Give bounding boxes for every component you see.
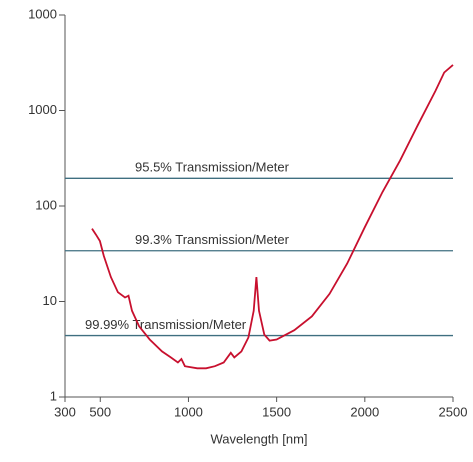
x-tick-label: 2000 [350,404,379,419]
reference-label: 99.99% Transmission/Meter [85,317,247,332]
x-axis-label: Wavelength [nm] [210,431,307,446]
x-tick-label: 1500 [262,404,291,419]
y-tick-label: 1 [50,388,57,403]
y-tick-label: 10 [43,293,57,308]
data-line [91,64,454,370]
x-tick-label: 2500 [439,404,468,419]
y-tick-label: 1000 [28,6,57,21]
y-tick-label: 100 [35,197,57,212]
x-tick-label: 1000 [174,404,203,419]
x-tick-label: 500 [89,404,111,419]
reference-label: 95.5% Transmission/Meter [135,160,290,175]
y-tick-label: 1000 [28,102,57,117]
x-tick-label: 300 [54,404,76,419]
reference-label: 99.3% Transmission/Meter [135,232,290,247]
